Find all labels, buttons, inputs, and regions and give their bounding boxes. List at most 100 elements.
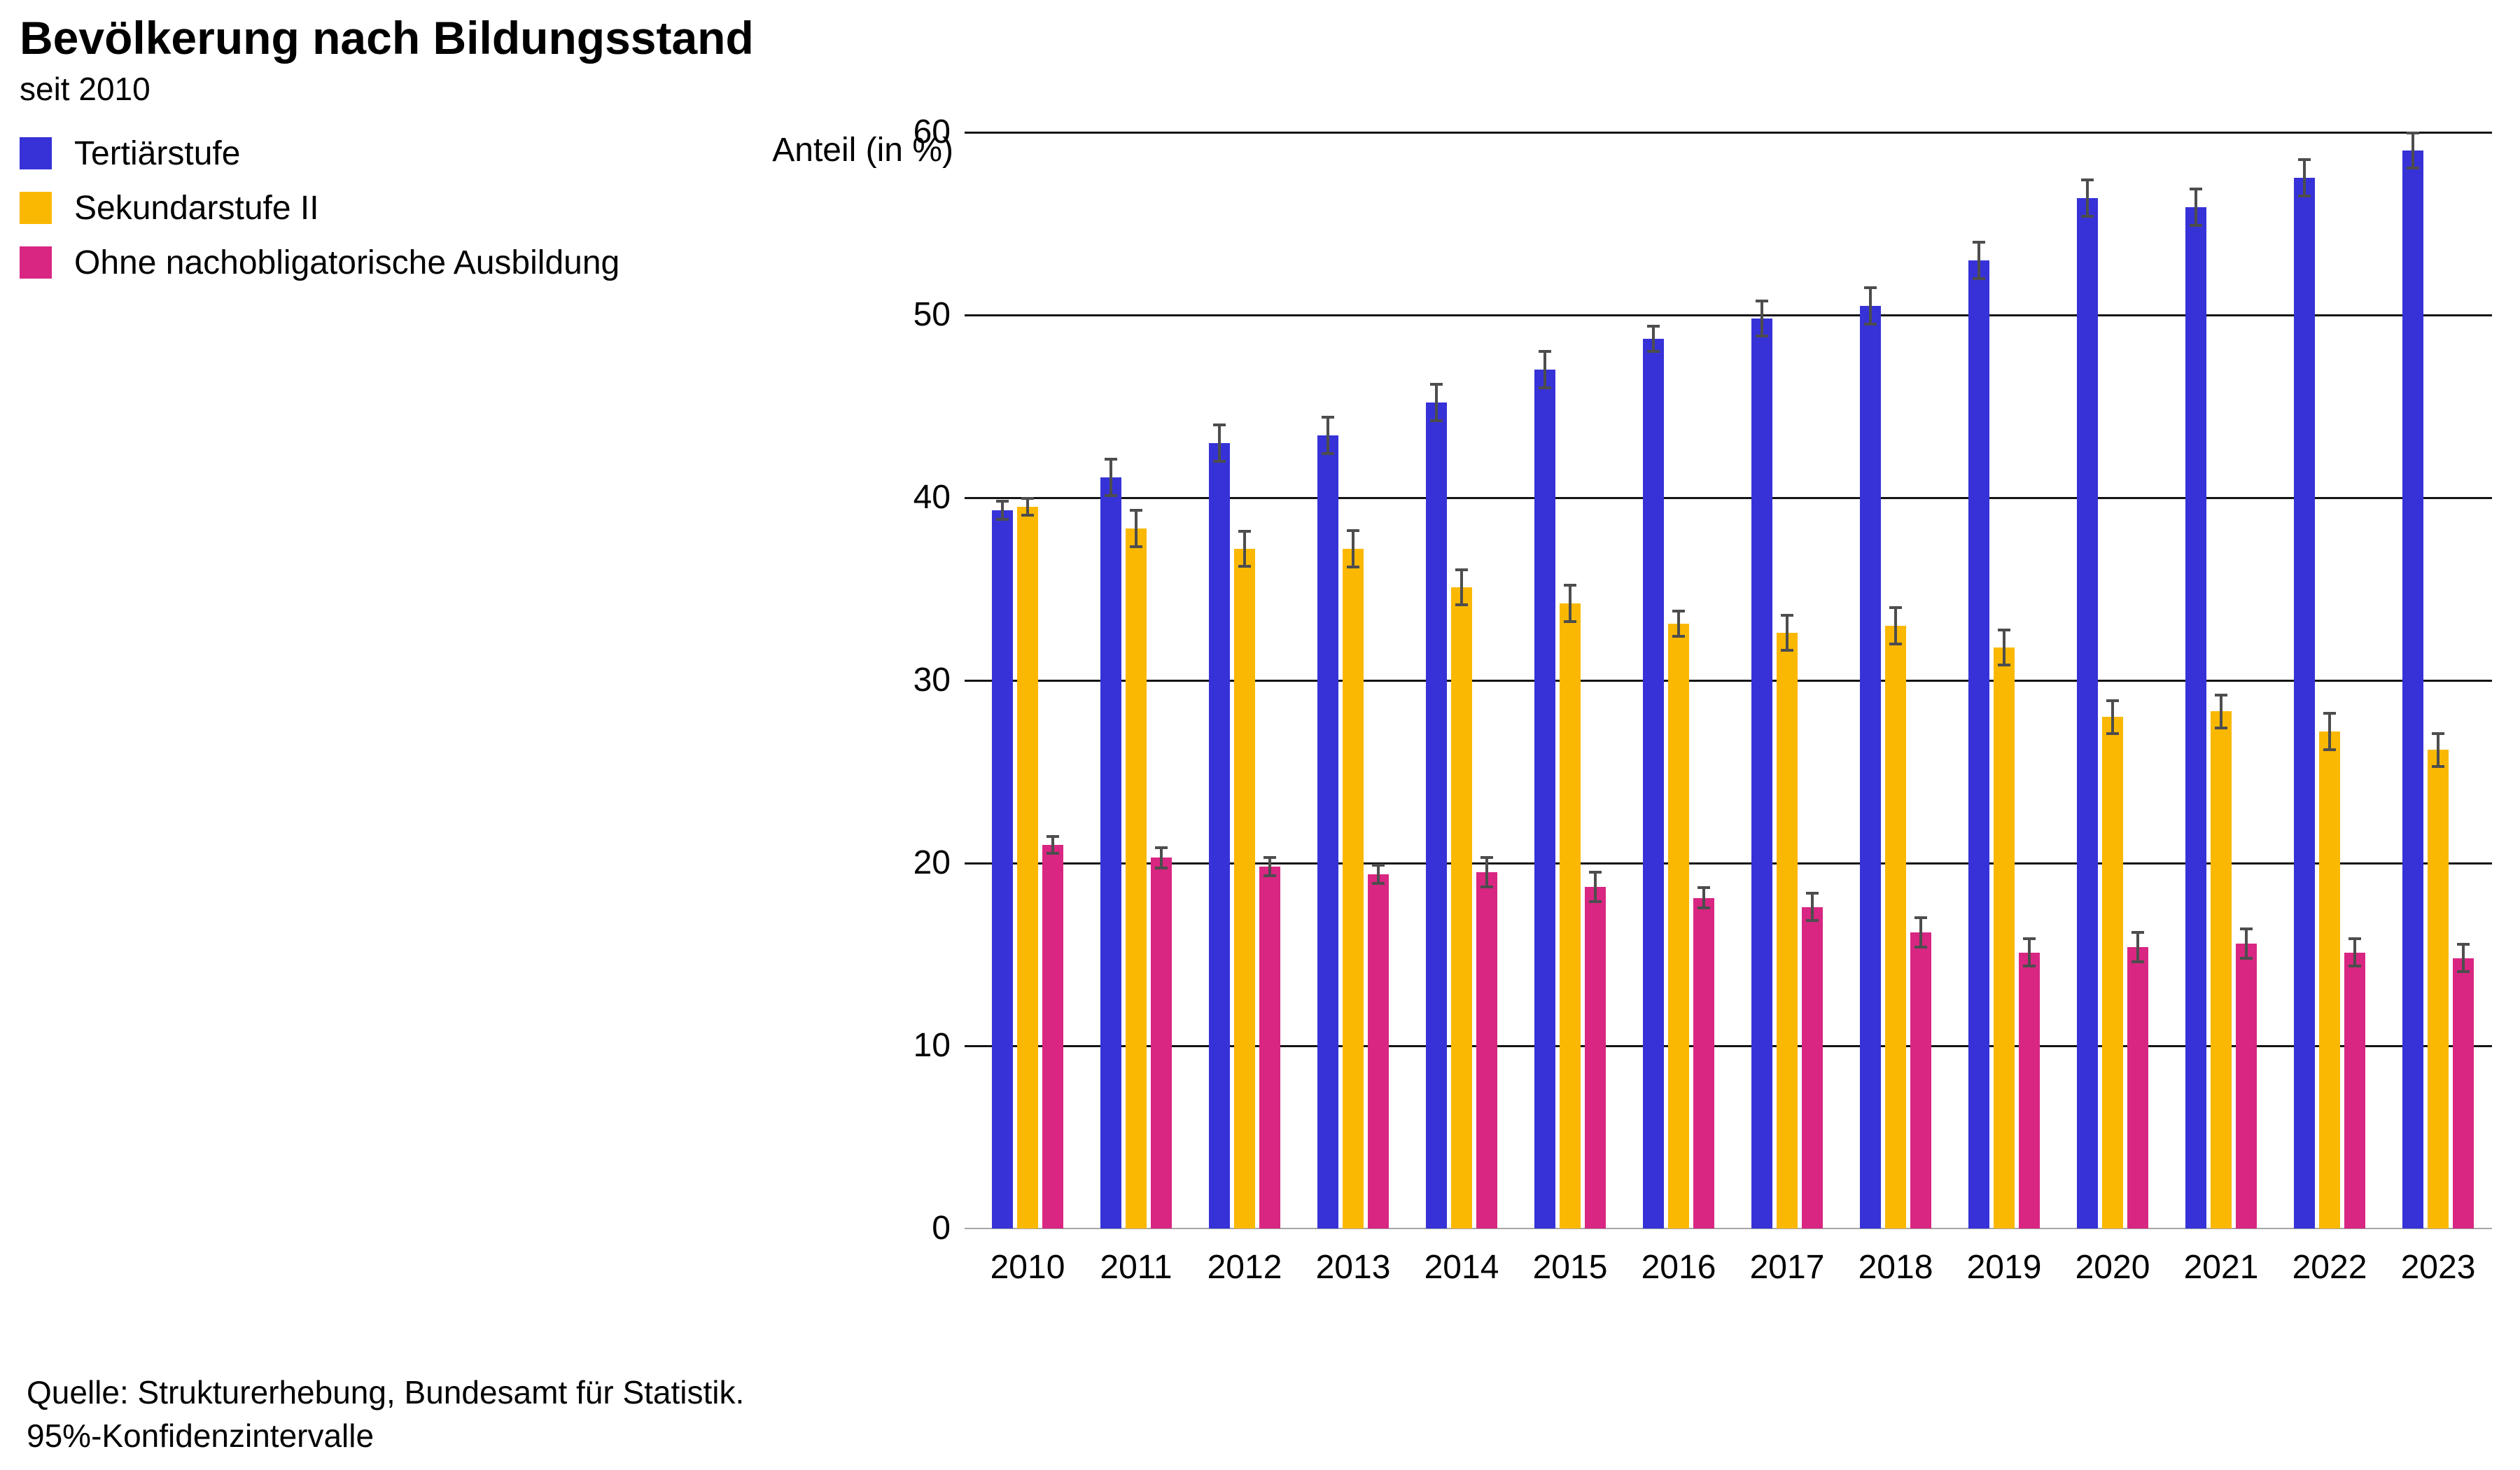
bar-terti-rstufe-2012 bbox=[1209, 442, 1230, 1228]
bar-terti-rstufe-2015 bbox=[1534, 370, 1555, 1228]
error-bar-cap bbox=[1781, 648, 1793, 652]
bar-terti-rstufe-2014 bbox=[1426, 402, 1447, 1228]
error-bar-cap bbox=[1539, 350, 1551, 354]
error-bar-2015 bbox=[1594, 872, 1597, 902]
bar-terti-rstufe-2013 bbox=[1317, 435, 1338, 1228]
error-bar-cap bbox=[2081, 178, 2094, 181]
error-bar-2011 bbox=[1160, 847, 1163, 868]
gridline-60 bbox=[965, 132, 2492, 134]
error-bar-cap bbox=[1130, 545, 1142, 549]
error-bar-2013 bbox=[1326, 417, 1329, 454]
error-bar-2014 bbox=[1485, 858, 1488, 887]
bar-sekundarstufe-ii-2011 bbox=[1126, 528, 1147, 1228]
legend-swatch-sekundarstufe bbox=[20, 192, 52, 224]
source-note: Quelle: Strukturerhebung, Bundesamt für … bbox=[27, 1374, 745, 1410]
error-bar-cap bbox=[1480, 856, 1493, 860]
bar-terti-rstufe-2017 bbox=[1751, 318, 1772, 1228]
bar-sekundarstufe-ii-2020 bbox=[2102, 717, 2123, 1228]
error-bar-2013 bbox=[1377, 864, 1380, 883]
error-bar-cap bbox=[1564, 584, 1576, 587]
error-bar-cap bbox=[1046, 851, 1059, 855]
error-bar-cap bbox=[2323, 711, 2336, 715]
error-bar-2020 bbox=[2136, 932, 2139, 962]
bar-terti-rstufe-2018 bbox=[1860, 305, 1881, 1228]
x-tick-label-2015: 2015 bbox=[1532, 1249, 1608, 1286]
error-bar-cap bbox=[1238, 530, 1251, 533]
bar-sekundarstufe-ii-2016 bbox=[1668, 624, 1689, 1228]
error-bar-2012 bbox=[1218, 424, 1221, 461]
error-bar-2010 bbox=[1001, 501, 1004, 520]
x-tick-label-2019: 2019 bbox=[1966, 1249, 2042, 1286]
error-bar-cap bbox=[2348, 937, 2361, 941]
error-bar-cap bbox=[1973, 240, 1985, 244]
bar-ohne-nachobligatorische-ausbildung-2018 bbox=[1910, 932, 1931, 1228]
error-bar-cap bbox=[1672, 609, 1685, 612]
gridline-0 bbox=[965, 1228, 2492, 1229]
error-bar-cap bbox=[1105, 458, 1117, 461]
bar-ohne-nachobligatorische-ausbildung-2015 bbox=[1585, 886, 1606, 1228]
x-tick-label-2012: 2012 bbox=[1207, 1249, 1282, 1286]
error-bar-2012 bbox=[1268, 858, 1271, 876]
x-tick-label-2013: 2013 bbox=[1315, 1249, 1391, 1286]
error-bar-2023 bbox=[2462, 944, 2465, 972]
gridline-30 bbox=[965, 680, 2492, 682]
error-bar-2019 bbox=[2003, 630, 2005, 665]
error-bar-cap bbox=[1213, 423, 1226, 426]
error-bar-cap bbox=[1914, 916, 1927, 920]
error-bar-cap bbox=[1756, 300, 1768, 303]
y-tick-label-0: 0 bbox=[932, 1210, 951, 1247]
error-bar-2010 bbox=[1051, 836, 1054, 853]
bar-sekundarstufe-ii-2021 bbox=[2211, 711, 2232, 1228]
bar-sekundarstufe-ii-2015 bbox=[1560, 603, 1581, 1228]
x-tick-label-2018: 2018 bbox=[1858, 1249, 1933, 1286]
bar-terti-rstufe-2010 bbox=[992, 510, 1013, 1228]
error-bar-2011 bbox=[1110, 459, 1112, 496]
error-bar-cap bbox=[1889, 606, 1902, 609]
bar-sekundarstufe-ii-2022 bbox=[2319, 732, 2340, 1228]
error-bar-cap bbox=[1372, 863, 1385, 867]
error-bar-cap bbox=[2190, 187, 2202, 190]
error-bar-2014 bbox=[1435, 384, 1438, 421]
bar-ohne-nachobligatorische-ausbildung-2013 bbox=[1368, 874, 1389, 1228]
footer: Quelle: Strukturerhebung, Bundesamt für … bbox=[27, 1371, 744, 1457]
gridline-50 bbox=[965, 314, 2492, 316]
bar-sekundarstufe-ii-2017 bbox=[1777, 633, 1798, 1228]
legend-item-ohne-ausbildung: Ohne nachobligatorische Ausbildung bbox=[20, 242, 620, 283]
error-bar-cap bbox=[1046, 835, 1059, 839]
error-bar-2017 bbox=[1786, 615, 1788, 650]
error-bar-2023 bbox=[2437, 733, 2440, 766]
bar-ohne-nachobligatorische-ausbildung-2014 bbox=[1476, 872, 1497, 1228]
bar-ohne-nachobligatorische-ausbildung-2011 bbox=[1151, 858, 1172, 1228]
bar-sekundarstufe-ii-2010 bbox=[1017, 507, 1038, 1228]
error-bar-cap bbox=[2298, 195, 2311, 198]
error-bar-cap bbox=[1806, 892, 1819, 895]
bar-terti-rstufe-2019 bbox=[1968, 260, 1989, 1228]
y-tick-label-20: 20 bbox=[913, 844, 951, 881]
legend-swatch-tertiaerstufe bbox=[20, 137, 52, 169]
x-tick-label-2014: 2014 bbox=[1424, 1249, 1499, 1286]
bar-ohne-nachobligatorische-ausbildung-2022 bbox=[2344, 952, 2365, 1228]
bar-ohne-nachobligatorische-ausbildung-2023 bbox=[2453, 958, 2474, 1228]
error-bar-cap bbox=[2407, 132, 2419, 135]
error-bar-cap bbox=[2432, 732, 2444, 735]
legend-label-sekundarstufe: Sekundarstufe II bbox=[74, 189, 319, 227]
error-bar-cap bbox=[2432, 764, 2444, 768]
error-bar-cap bbox=[1105, 494, 1117, 498]
x-tick-label-2016: 2016 bbox=[1641, 1249, 1716, 1286]
y-tick-label-50: 50 bbox=[913, 296, 951, 333]
error-bar-cap bbox=[2023, 937, 2036, 941]
legend-item-sekundarstufe: Sekundarstufe II bbox=[20, 188, 620, 228]
bar-terti-rstufe-2016 bbox=[1643, 338, 1664, 1228]
bar-ohne-nachobligatorische-ausbildung-2021 bbox=[2236, 943, 2257, 1228]
error-bar-cap bbox=[2132, 931, 2144, 934]
legend-item-tertiaerstufe: Tertiärstufe bbox=[20, 133, 620, 174]
error-bar-cap bbox=[2457, 943, 2470, 946]
error-bar-cap bbox=[1781, 614, 1793, 617]
legend-label-tertiaerstufe: Tertiärstufe bbox=[74, 134, 241, 172]
x-tick-label-2022: 2022 bbox=[2292, 1249, 2367, 1286]
confidence-note: 95%-Konfidenzintervalle bbox=[27, 1418, 374, 1454]
error-bar-cap bbox=[2240, 927, 2253, 930]
error-bar-cap bbox=[1589, 871, 1602, 874]
error-bar-2018 bbox=[1894, 607, 1897, 644]
error-bar-cap bbox=[1322, 416, 1334, 419]
